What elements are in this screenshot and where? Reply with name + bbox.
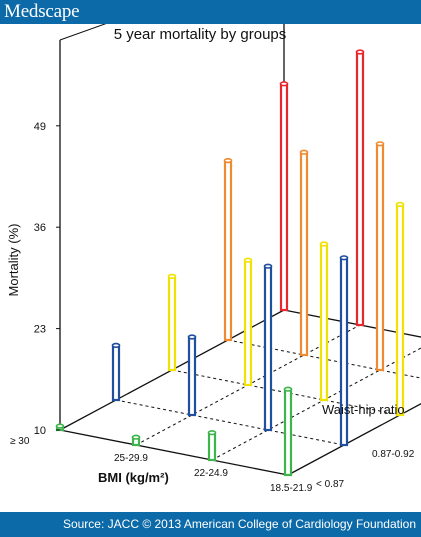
bar-cylinder [299,151,309,357]
bar [223,158,233,342]
bar-cap [111,342,121,349]
bar [131,434,141,447]
grid-line-whr [59,429,289,476]
chart-title: 5 year mortality by groups [114,26,287,43]
footer-bar: Source: JACC © 2013 American College of … [0,512,421,537]
whr-tick-label: < 0.87 [316,479,345,490]
bar-cylinder [283,388,293,477]
bar [279,81,289,312]
whr-tick-label: 0.87-0.92 [372,449,415,460]
source-credit: Source: JACC © 2013 American College of … [62,517,416,531]
bar [55,423,65,432]
z-axis-label: Waist-hip ratio [322,402,405,417]
bar-cap [339,255,349,261]
bar-cap [299,149,309,155]
bar-cap [243,257,253,263]
bar-cap [319,241,329,247]
bmi-tick-label: ≥ 30 [10,436,30,447]
x-axis-label: BMI (kg/m²) [98,470,169,485]
mortality-3d-chart: 5 year mortality by groups 10 23 36 49 ≥ 30… [6,24,421,494]
y-tick-labels: 10 23 36 49 [34,121,60,437]
bar [283,386,293,477]
bmi-tick-label: 22-24.9 [194,468,228,479]
bar [299,149,309,357]
bar [243,257,253,387]
bar [167,273,177,372]
bar-cap [279,81,289,87]
bar-cap [187,334,197,340]
grid-line-whr [115,399,345,446]
y-tick-label: 23 [34,324,46,336]
bar [339,255,349,447]
bar [187,334,197,417]
grid-line-bmi [211,347,421,461]
y-tick-label: 36 [34,222,46,234]
brand-logo: Medscape [4,1,80,22]
header-bar: Medscape [0,0,421,24]
y-axis-label: Mortality (%) [6,224,21,297]
bar-cylinder [187,335,197,417]
bar-cap [283,386,293,392]
bar-cap [223,158,233,164]
bar-cap [131,434,141,440]
bar [207,430,217,462]
bar-cap [263,263,273,269]
bar [395,201,405,417]
bar-cylinder [223,159,233,342]
bar-cap [355,49,365,55]
bar-cylinder [375,142,385,372]
bar-cap [207,430,217,436]
bar [355,49,365,327]
bar-cylinder [279,82,289,312]
bar-cylinder [167,275,177,372]
bar-cap [167,273,177,279]
y-tick-label: 49 [34,121,46,133]
bar-cylinder [355,50,365,327]
wall-top-edge [59,24,107,41]
whr-tick-labels: < 0.870.87-0.920.92-0.960.96 - 1.0> 1.0 [316,449,415,490]
bmi-tick-label: 18.5-21.9 [270,483,313,494]
bar-cap [395,201,405,207]
bar-cylinder [243,259,253,387]
bar [319,241,329,402]
bar-cylinder [207,431,217,462]
bar-series [55,49,405,477]
bmi-tick-label: 25-29.9 [114,453,148,464]
bar [111,342,121,402]
bar [263,263,273,432]
bar-cylinder [111,344,121,402]
y-tick-label: 10 [34,425,46,437]
bar-cap [375,141,385,147]
bar-cap [55,423,65,429]
bar-cylinder [319,242,329,402]
bar-cylinder [395,203,405,417]
bmi-tick-labels: ≥ 30 25-29.9 22-24.9 18.5-21.9 [10,436,313,494]
bar-cylinder [263,265,273,432]
bar [375,141,385,372]
